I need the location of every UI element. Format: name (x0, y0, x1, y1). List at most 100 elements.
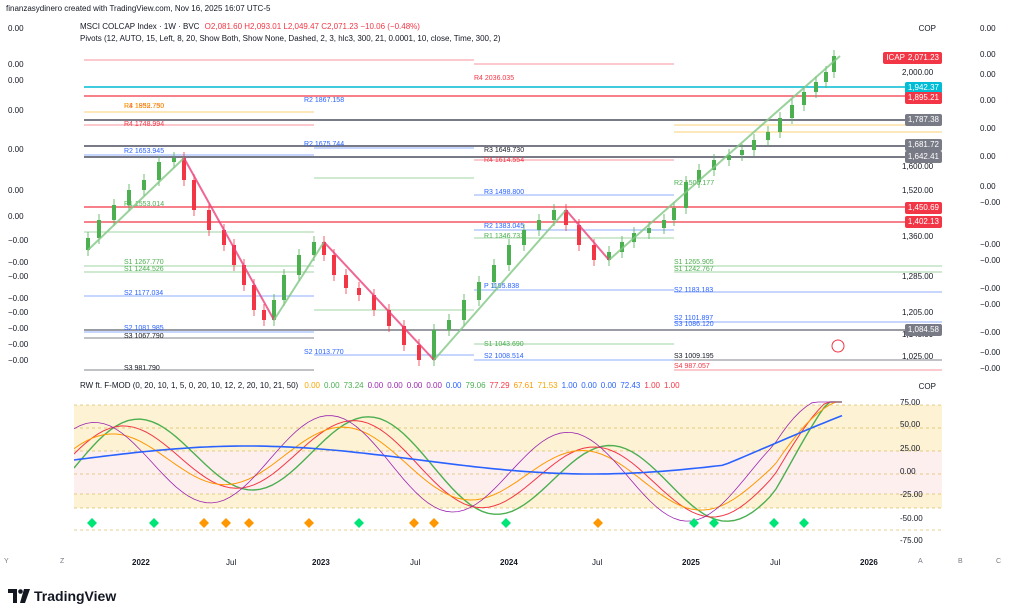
control-a: A (918, 558, 923, 565)
left-axis-label: −0.00 (8, 236, 29, 245)
signal-marker (709, 518, 719, 528)
indicator-value: 77.29 (489, 381, 510, 390)
candle-body (127, 190, 131, 205)
candle-body (344, 275, 348, 288)
right-axis-label: 0.00 (980, 124, 996, 133)
left-axis-label: −0.00 (8, 356, 29, 365)
indicator-value: 0.00 (324, 381, 340, 390)
candle-body (242, 265, 246, 285)
left-axis-label: −0.00 (8, 308, 29, 317)
pivot-label: S2 1008.514 (484, 353, 524, 360)
currency-label-lower[interactable]: COP (918, 382, 936, 391)
candle-body (672, 208, 676, 220)
right-axis-label: −0.00 (980, 348, 1001, 357)
time-tick: 2024 (500, 558, 518, 567)
signal-marker (149, 518, 159, 528)
left-axis-label: 0.00 (8, 145, 24, 154)
zigzag-line (273, 241, 325, 321)
price-tick: 1,205.00 (902, 308, 934, 317)
left-axis-label: 0.00 (8, 212, 24, 221)
candle-body (537, 220, 541, 230)
oscillator-chart[interactable] (74, 378, 942, 550)
candle-body (790, 105, 794, 118)
candle-body (357, 288, 361, 295)
candle-body (86, 238, 90, 250)
candle-body (712, 160, 716, 170)
zigzag-line (565, 209, 610, 261)
candle-body (740, 150, 744, 155)
price-chart[interactable]: R4 1952.750 R4 2036.035 R3 1839.730 R4 1748… (74, 20, 942, 375)
osc-line (74, 401, 842, 511)
price-tick: 1,600.00 (902, 162, 934, 171)
candle-body (802, 92, 806, 105)
currency-label[interactable]: COP (918, 24, 936, 33)
candle-body (232, 245, 236, 265)
pivot-label: S2 1177.034 (124, 290, 163, 297)
chart-pane[interactable]: R4 1952.750 R4 2036.035 R3 1839.730 R4 1748… (74, 20, 942, 375)
indicator-value: 0.00 (304, 381, 320, 390)
candle-body (607, 252, 611, 260)
signal-marker (87, 518, 97, 528)
candle-body (592, 245, 596, 260)
tradingview-logo[interactable]: TradingView (8, 586, 116, 606)
candle-body (172, 158, 176, 162)
candle-body (182, 158, 186, 180)
candle-body (832, 56, 836, 72)
left-axis-label: 0.00 (8, 24, 24, 33)
candle-body (282, 275, 286, 300)
left-axis-label: 0.00 (8, 106, 24, 115)
right-axis-label: −0.00 (980, 240, 1001, 249)
candle-body (387, 310, 391, 326)
pivot-label: S2 1101.897 (674, 315, 713, 322)
indicator-value: 67.61 (513, 381, 534, 390)
indicator-pane[interactable]: RW ft. F-MOD (0, 20, 10, 1, 5, 0, 20, 10… (74, 378, 942, 550)
left-axis-label: −0.00 (8, 294, 29, 303)
pivot-label: S3 1086.120 (674, 321, 714, 328)
price-label-icap: ICAP (883, 52, 908, 64)
zigzag-line (433, 209, 567, 361)
control-b: B (958, 558, 963, 565)
price-label-p1084: 1,084.58 (904, 324, 942, 336)
oscillator-axis[interactable]: 75.00 50.00 25.00 0.00 -25.00 -50.00 -75.00 (876, 378, 942, 550)
right-axis-label: −0.00 (980, 300, 1001, 309)
pivot-label: R3 1839.730 (124, 103, 164, 110)
time-axis[interactable]: 2022 Jul 2023 Jul 2024 Jul 2025 Jul 2026 (74, 556, 942, 570)
candle-body (552, 210, 556, 220)
time-tick: 2023 (312, 558, 330, 567)
price-tick: 1,360.00 (902, 232, 934, 241)
pivot-label: S1 1244.526 (124, 266, 164, 273)
candle-body (766, 132, 770, 140)
right-axis-label: −0.00 (980, 364, 1001, 373)
candle-body (272, 300, 276, 320)
candle-body (662, 220, 666, 228)
candle-body (778, 118, 782, 132)
osc-line (74, 401, 842, 522)
pivot-label: R2 1500.177 (674, 180, 714, 187)
pivot-label: R4 1614.554 (484, 157, 524, 164)
indicator-value: 1.00 (561, 381, 578, 390)
candle-body (417, 345, 421, 360)
legend-symbol: MSCI COLCAP Index · 1W · BVC O2,081.60 H… (80, 22, 420, 31)
zigzag-line (87, 157, 185, 251)
pivot-label: S3 981.790 (124, 365, 160, 372)
indicator-title: RW ft. F-MOD (0, 20, 10, 1, 5, 0, 20, 10… (80, 381, 299, 390)
candle-body (697, 170, 701, 182)
osc-tick: 75.00 (900, 398, 921, 407)
left-axis-label: 0.00 (8, 76, 24, 85)
candle-body (192, 180, 196, 210)
event-icon (831, 339, 845, 353)
candle-body (142, 180, 146, 190)
price-axis[interactable]: 2,000.00 1,600.00 1,520.00 1,360.00 1,285.00… (876, 20, 942, 375)
indicator-value: 73.24 (343, 381, 364, 390)
signal-marker (501, 518, 511, 528)
right-axis-label: −0.00 (980, 328, 1001, 337)
time-tick: 2022 (132, 558, 150, 567)
pivot-label: R4 1952.750 (124, 103, 164, 110)
candle-body (507, 245, 511, 265)
price-label-p1787: 1,787.38 (904, 114, 942, 126)
osc-tick: -50.00 (900, 514, 923, 523)
candle-body (684, 182, 688, 208)
candle-body (402, 326, 406, 345)
pivot-label: S3 1067.790 (124, 333, 164, 340)
right-axis-label: 0.00 (980, 96, 996, 105)
